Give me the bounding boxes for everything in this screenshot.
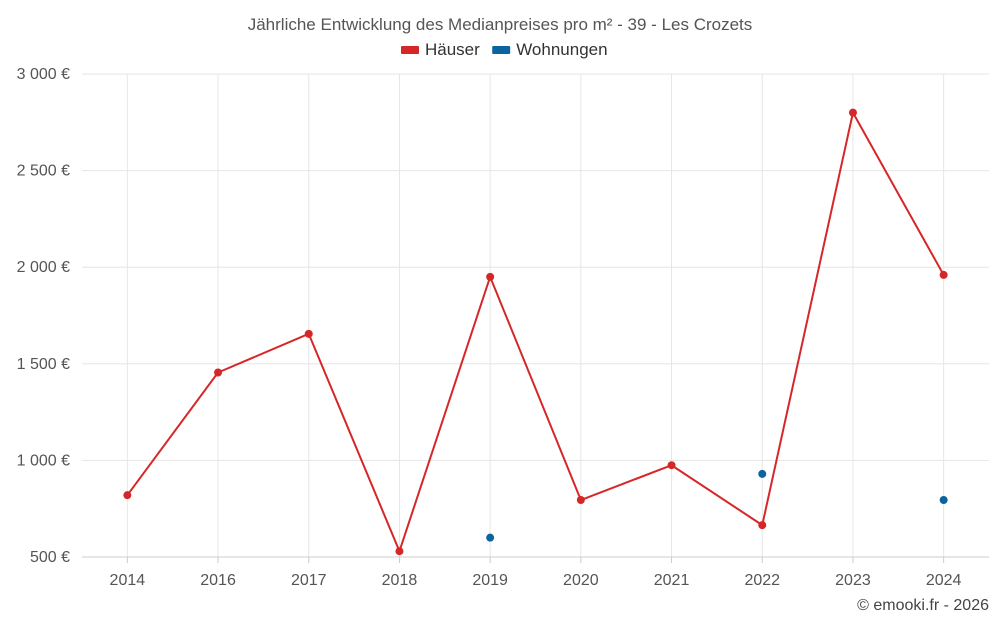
y-tick-label: 500 € [30, 549, 70, 566]
legend-item-wohnungen[interactable]: Wohnungen [492, 40, 608, 59]
x-tick-label: 2018 [382, 572, 418, 589]
x-tick-label: 2024 [926, 572, 962, 589]
credit-text: © emooki.fr - 2026 [857, 597, 989, 614]
legend-swatch [492, 46, 511, 54]
y-tick-label: 3 000 € [17, 66, 70, 83]
y-tick-label: 1 000 € [17, 452, 70, 469]
x-tick-label: 2017 [291, 572, 327, 589]
data-point-haeuser-2021[interactable] [667, 461, 676, 470]
legend-swatch [401, 46, 419, 54]
legend-label: Häuser [425, 40, 480, 59]
x-tick-label: 2019 [472, 572, 508, 589]
x-tick-label: 2021 [654, 572, 690, 589]
data-point-haeuser-2023[interactable] [848, 108, 857, 117]
data-point-haeuser-2014[interactable] [123, 491, 132, 500]
x-tick-label: 2022 [744, 572, 780, 589]
axes: 500 € 1 000 € 1 500 € 2 000 € 2 500 € 3 000 €… [17, 66, 989, 589]
x-tick-label: 2014 [110, 572, 146, 589]
series-line-haeuser [126, 111, 945, 553]
data-point-haeuser-2018[interactable] [395, 547, 404, 556]
series-layer [123, 108, 948, 556]
y-tick-label: 2 500 € [17, 163, 70, 180]
legend-label: Wohnungen [516, 40, 607, 59]
data-point-haeuser-2017[interactable] [304, 329, 313, 338]
x-tick-label: 2020 [563, 572, 599, 589]
grid-lines [82, 73, 989, 558]
data-point-wohnungen-2019[interactable] [486, 533, 495, 542]
legend: Häuser Wohnungen [401, 40, 608, 59]
data-point-wohnungen-2022[interactable] [758, 469, 767, 478]
data-point-haeuser-2022[interactable] [758, 521, 767, 530]
data-point-haeuser-2016[interactable] [214, 368, 223, 377]
y-tick-label: 1 500 € [17, 356, 70, 373]
x-tick-label: 2016 [200, 572, 236, 589]
data-point-wohnungen-2024[interactable] [939, 496, 948, 505]
data-point-haeuser-2024[interactable] [939, 270, 948, 279]
series-haeuser [123, 108, 948, 556]
data-point-haeuser-2019[interactable] [486, 272, 495, 281]
legend-item-haeuser[interactable]: Häuser [401, 40, 480, 59]
data-point-haeuser-2020[interactable] [576, 496, 585, 505]
y-tick-label: 2 000 € [17, 259, 70, 276]
x-tick-label: 2023 [835, 572, 871, 589]
series-wohnungen [486, 469, 948, 542]
chart-title: Jährliche Entwicklung des Medianpreises … [248, 15, 753, 34]
